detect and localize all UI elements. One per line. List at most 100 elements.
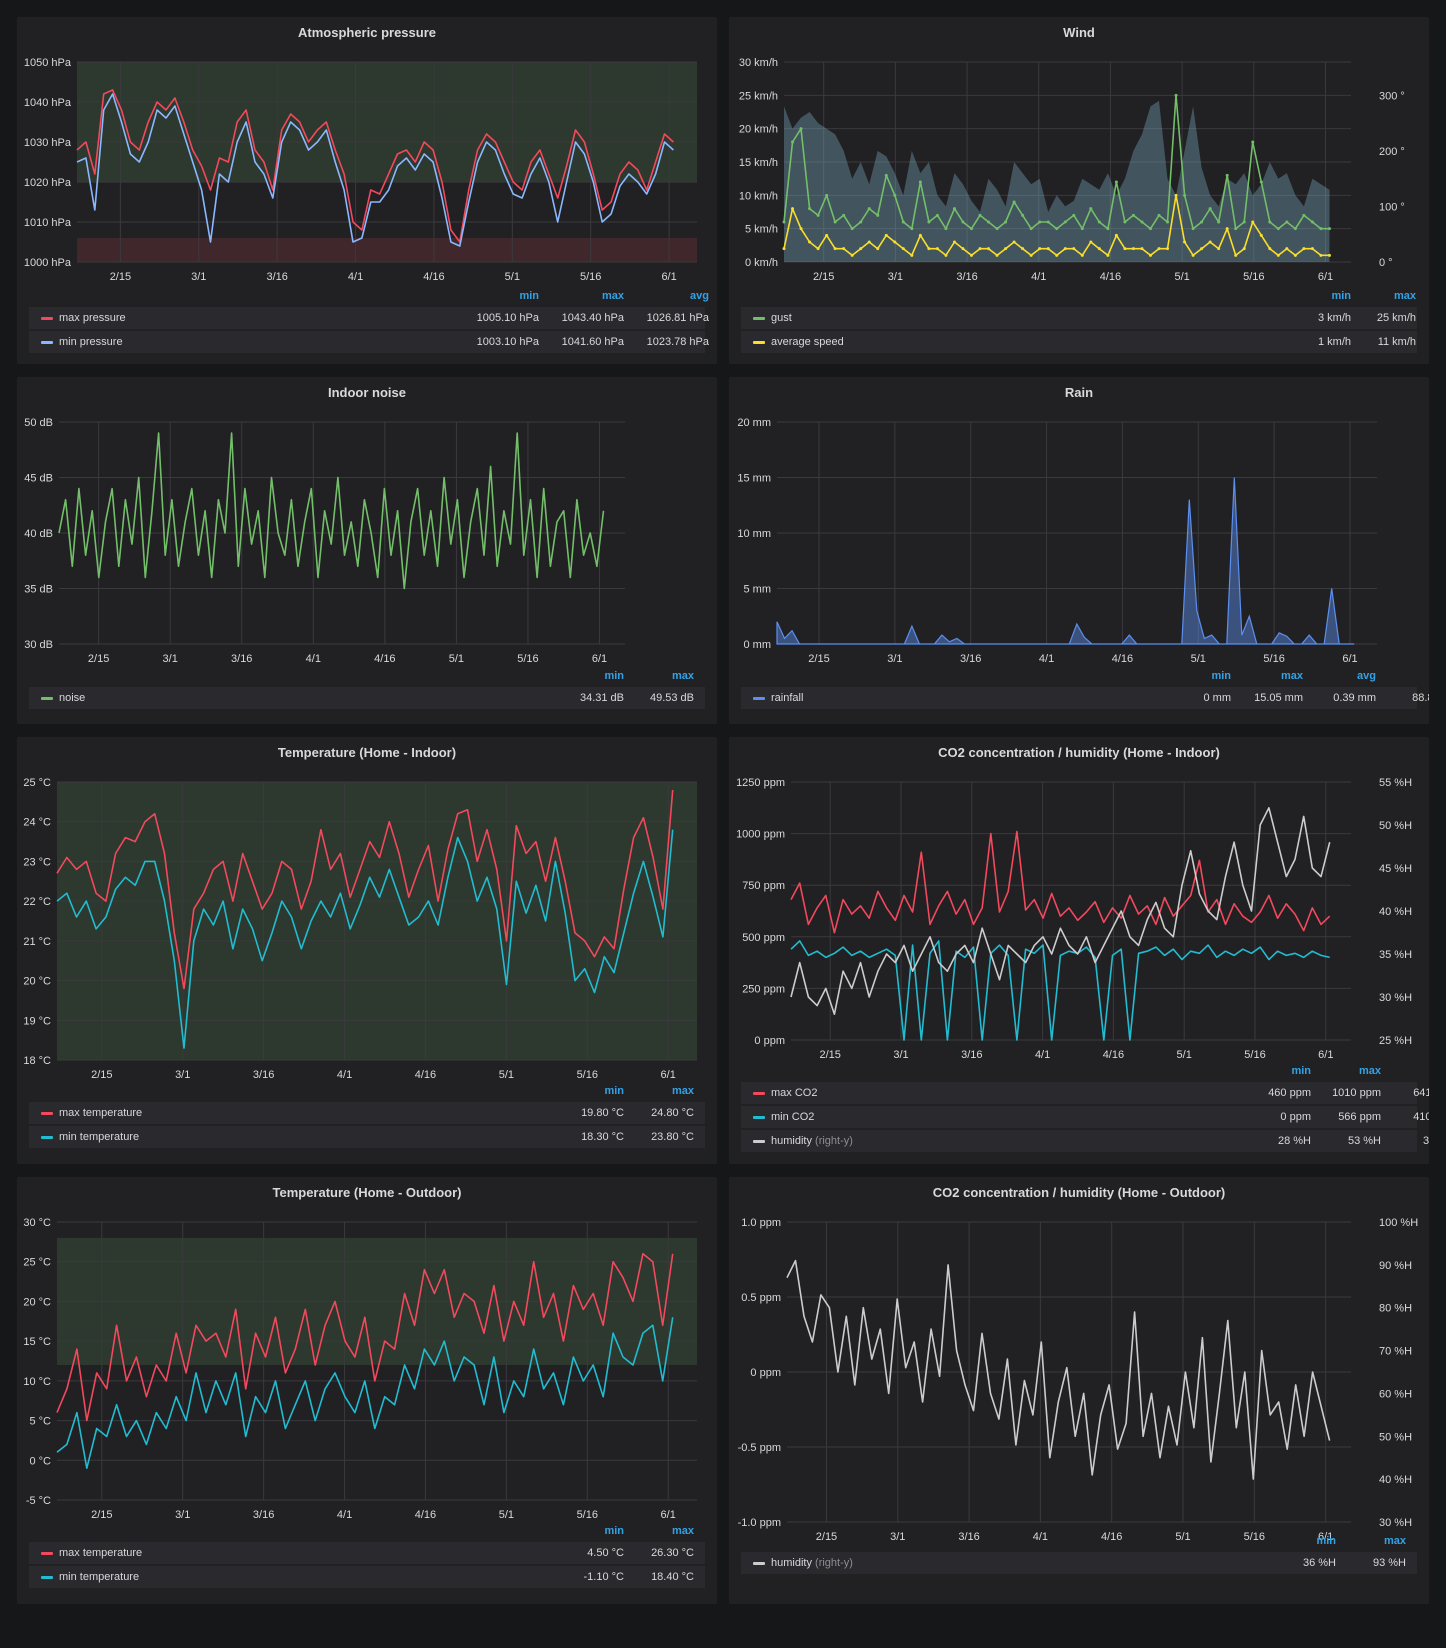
legend-row[interactable]: min pressure 1003.10 hPa 1041.60 hPa 1023.7… — [29, 331, 709, 353]
data-point — [1131, 247, 1135, 251]
legend-series-name[interactable]: max temperature — [59, 1102, 142, 1124]
y2-tick-label: 40 %H — [1379, 1474, 1412, 1486]
legend-column-header[interactable]: min — [604, 1525, 624, 1537]
legend-column-header[interactable]: min — [604, 1085, 624, 1097]
legend-row[interactable]: min CO2 0 ppm 566 ppm 410 ppm — [741, 1106, 1429, 1128]
legend-series-name[interactable]: min temperature — [59, 1566, 139, 1588]
legend-column-header[interactable]: min — [1291, 1065, 1311, 1077]
legend-series-name[interactable]: max temperature — [59, 1542, 142, 1564]
data-point — [1021, 213, 1025, 217]
legend-column-header[interactable]: min — [519, 290, 539, 302]
legend-column-header[interactable]: avg — [694, 1525, 717, 1537]
legend-column-header[interactable]: total — [1391, 670, 1429, 682]
series-rainfall — [776, 477, 1355, 645]
legend-column-header[interactable]: max — [1383, 1535, 1406, 1547]
legend-column-header[interactable]: max — [671, 670, 694, 682]
legend-value: 53 %H — [1347, 1135, 1381, 1147]
data-point — [1055, 253, 1059, 257]
legend-column-header[interactable]: max — [601, 290, 624, 302]
x-tick-label: 4/16 — [1100, 271, 1121, 283]
x-tick-label: 4/1 — [1033, 1531, 1048, 1543]
panel-co2-outdoor[interactable]: CO2 concentration / humidity (Home - Out… — [729, 1177, 1429, 1604]
legend-series-label: humidity — [771, 1557, 812, 1569]
data-point — [876, 213, 880, 217]
y-tick-label: 50 dB — [24, 417, 53, 429]
legend-column-header[interactable]: avg — [694, 670, 717, 682]
legend-series-name[interactable]: min CO2 — [771, 1106, 814, 1128]
legend-column-header[interactable]: avg — [1357, 670, 1376, 682]
panel-temp-indoor[interactable]: Temperature (Home - Indoor) 18 °C 19 °C 20 … — [17, 737, 717, 1164]
y-tick-label: -5 °C — [26, 1495, 51, 1507]
legend-column-header[interactable]: min — [1211, 670, 1231, 682]
legend-value: 460 ppm — [1268, 1087, 1311, 1099]
panel-rain[interactable]: Rain 0 mm 5 mm 10 mm 15 mm 20 mm 2/15 3/1 3/16 4/… — [729, 377, 1429, 724]
panel-title: Temperature (Home - Indoor) — [277, 745, 457, 760]
y-tick-label: 25 km/h — [739, 90, 778, 102]
panel-wind[interactable]: Wind 0 km/h 5 km/h 10 km/h 15 km/h 20 km/h 25 … — [729, 17, 1429, 364]
data-point — [1200, 247, 1204, 251]
legend-value: 2 km/h — [1391, 331, 1429, 353]
y-tick-label: 1250 ppm — [736, 777, 785, 789]
data-point — [987, 247, 991, 251]
y-tick-label: 25 °C — [23, 777, 51, 789]
legend-series-name[interactable]: max pressure — [59, 307, 126, 329]
legend-row[interactable]: max CO2 460 ppm 1010 ppm 641 ppm — [741, 1082, 1429, 1104]
chart-svg: 30 dB 35 dB 40 dB 45 dB 50 dB 2/15 3/1 3/16 4/1 4… — [24, 417, 625, 665]
legend-row[interactable]: rainfall 0 mm 15.05 mm 0.39 mm 88.88 mm — [741, 687, 1429, 709]
data-point — [1072, 247, 1076, 251]
legend-series-name[interactable]: min temperature — [59, 1126, 139, 1148]
legend-column-header[interactable]: min — [604, 670, 624, 682]
x-tick-label: 4/1 — [1035, 1049, 1050, 1061]
legend-column-header[interactable]: max — [1358, 1065, 1381, 1077]
series-min-pressure — [76, 93, 674, 247]
data-point — [876, 247, 880, 251]
legend-header: min max avg — [29, 287, 709, 307]
panel-noise[interactable]: Indoor noise 30 dB 35 dB 40 dB 45 dB 50 dB 2/1… — [17, 377, 717, 724]
legend-series-name[interactable]: humidity (right-y) — [771, 1130, 853, 1152]
legend-column-header[interactable]: max — [1393, 290, 1416, 302]
y-tick-label: 24 °C — [23, 817, 51, 829]
legend-column-header[interactable]: avg — [690, 290, 709, 302]
legend-series-name[interactable]: min pressure — [59, 331, 123, 353]
legend-column-header[interactable]: avg — [694, 1085, 717, 1097]
panel-pressure[interactable]: Atmospheric pressure 1000 hPa 1010 hPa 1020… — [17, 17, 717, 364]
data-point — [1225, 227, 1229, 231]
legend-column-header[interactable]: max — [1280, 670, 1303, 682]
data-point — [952, 207, 956, 211]
legend-series-name[interactable]: noise — [59, 687, 85, 709]
legend-row[interactable]: humidity (right-y)36 %H93 %H65 %H — [741, 1552, 1417, 1574]
legend-column-header[interactable]: min — [1331, 290, 1351, 302]
legend-row[interactable]: humidity (right-y) 28 %H 53 %H 38 %H — [741, 1130, 1429, 1152]
data-point — [1276, 253, 1280, 257]
legend-series-name[interactable]: humidity (right-y) — [771, 1552, 853, 1574]
legend-series-name[interactable]: average speed — [771, 331, 844, 353]
panel-temp-outdoor[interactable]: Temperature (Home - Outdoor) -5 °C 0 °C 5 °… — [17, 1177, 717, 1604]
y-tick-label: 10 km/h — [739, 190, 778, 202]
legend-color-swatch — [41, 697, 53, 700]
legend-column-header[interactable]: max — [671, 1525, 694, 1537]
y-tick-label: 500 ppm — [742, 932, 785, 944]
legend-series-name[interactable]: rainfall — [771, 687, 803, 709]
legend-column-header[interactable]: avg — [1411, 290, 1429, 302]
y-tick-label: 0 ppm — [754, 1035, 785, 1047]
legend-column-header[interactable]: avg — [1406, 1535, 1429, 1547]
y-tick-label: 10 °C — [23, 1376, 51, 1388]
legend-row[interactable]: max pressure 1005.10 hPa 1043.40 hPa 1026.8… — [29, 307, 709, 329]
legend-row[interactable]: min temperature-1.10 °C18.40 °C8.54 °C — [29, 1566, 705, 1588]
legend-column-header[interactable]: min — [1316, 1535, 1336, 1547]
legend-column-header[interactable]: avg — [1386, 1065, 1429, 1077]
legend-column-header[interactable]: max — [671, 1085, 694, 1097]
x-tick-label: 3/1 — [890, 1531, 905, 1543]
data-point — [927, 220, 931, 224]
legend-series-name[interactable]: gust — [771, 307, 792, 329]
legend-series-name[interactable]: max CO2 — [771, 1082, 817, 1104]
panel-co2-indoor[interactable]: CO2 concentration / humidity (Home - Ind… — [729, 737, 1429, 1164]
